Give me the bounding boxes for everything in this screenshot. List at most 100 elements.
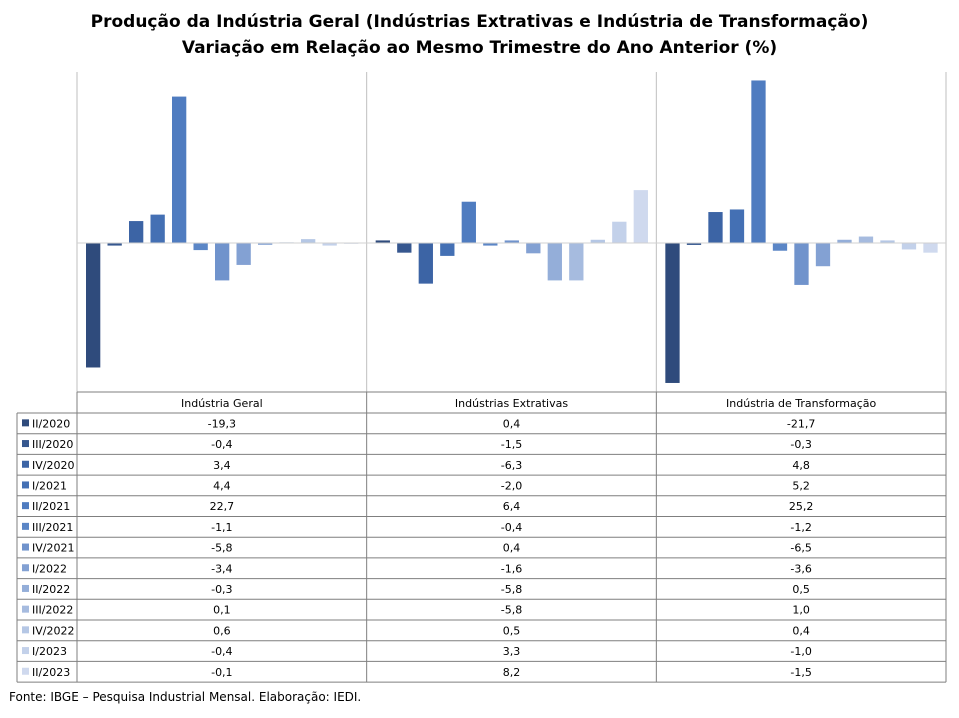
- bar: [150, 214, 165, 243]
- data-label: -2,0: [501, 479, 522, 492]
- bar: [483, 243, 498, 246]
- data-label: -1,6: [501, 562, 522, 575]
- data-label: -0,1: [211, 666, 232, 679]
- table-header-label: Indústrias Extrativas: [455, 397, 568, 410]
- bar: [772, 243, 788, 251]
- legend-key: [22, 647, 29, 655]
- bar: [729, 209, 745, 243]
- legend-key: [22, 564, 29, 572]
- bar: [794, 243, 809, 285]
- table-header-label: Indústria de Transformação: [726, 397, 877, 410]
- bar: [686, 243, 702, 245]
- data-label: 5,2: [792, 479, 810, 492]
- series-label: III/2020: [32, 438, 73, 451]
- data-label: 0,5: [503, 624, 521, 637]
- bar: [322, 243, 337, 246]
- data-label: 1,0: [792, 604, 810, 617]
- data-label: -0,3: [211, 583, 232, 596]
- data-label: -1,5: [501, 438, 522, 451]
- bar-chart: Indústria Geral Indústrias Extrativas Indú…: [16, 72, 947, 683]
- legend-key: [22, 667, 29, 675]
- bar: [375, 240, 390, 243]
- data-label: 25,2: [789, 500, 814, 513]
- legend-key: [22, 626, 29, 634]
- bar: [751, 80, 766, 244]
- data-label: 0,1: [213, 604, 231, 617]
- bar: [418, 243, 433, 284]
- bar: [107, 243, 122, 246]
- data-label: 4,4: [213, 479, 231, 492]
- data-label: 3,3: [503, 645, 521, 658]
- data-label: -6,5: [790, 542, 811, 555]
- bar: [815, 243, 831, 267]
- data-label: -1,1: [211, 521, 232, 534]
- data-label: -5,8: [501, 583, 522, 596]
- series-label: III/2022: [32, 604, 73, 617]
- bar: [633, 190, 648, 243]
- data-label: -0,3: [790, 438, 811, 451]
- series-label: II/2023: [32, 666, 70, 679]
- legend-key: [22, 419, 29, 427]
- bar: [526, 243, 541, 254]
- series-label: IV/2020: [32, 459, 74, 472]
- legend-key: [22, 481, 29, 489]
- data-label: 0,5: [792, 583, 810, 596]
- series-label: IV/2022: [32, 624, 74, 637]
- bar: [397, 243, 412, 253]
- bar: [837, 239, 852, 243]
- legend-key: [22, 522, 29, 530]
- series-label: II/2022: [32, 583, 70, 596]
- bar: [236, 243, 251, 265]
- series-label: I/2021: [32, 479, 67, 492]
- series-label: II/2020: [32, 417, 70, 430]
- bar: [612, 221, 627, 243]
- data-label: 0,4: [503, 542, 521, 555]
- data-label: -19,3: [208, 417, 236, 430]
- bar: [665, 243, 680, 383]
- bar: [504, 240, 519, 243]
- bar: [923, 243, 938, 253]
- series-label: III/2021: [32, 521, 73, 534]
- table-header-label: Indústria Geral: [181, 397, 263, 410]
- data-label: -6,3: [501, 459, 522, 472]
- series-label: I/2023: [32, 645, 67, 658]
- data-label: 0,4: [503, 417, 521, 430]
- bar: [440, 243, 455, 256]
- data-label: 6,4: [503, 500, 521, 513]
- bar: [901, 243, 917, 250]
- series-label: II/2021: [32, 500, 70, 513]
- series-label: IV/2021: [32, 542, 74, 555]
- data-label: -1,2: [790, 521, 811, 534]
- data-label: -5,8: [211, 542, 232, 555]
- bar: [708, 212, 723, 243]
- bar: [569, 243, 584, 281]
- legend-key: [22, 502, 29, 510]
- source-note: Fonte: IBGE – Pesquisa Industrial Mensal…: [9, 690, 362, 704]
- data-label: -3,6: [790, 562, 811, 575]
- bar: [880, 240, 895, 243]
- bar: [858, 236, 874, 243]
- data-label: 22,7: [210, 500, 235, 513]
- legend-key: [22, 460, 29, 468]
- data-label: -3,4: [211, 562, 232, 575]
- legend-key: [22, 440, 29, 448]
- bar: [193, 243, 208, 251]
- data-label: 0,4: [792, 624, 810, 637]
- bar: [590, 239, 605, 243]
- legend-key: [22, 543, 29, 551]
- bar: [461, 201, 476, 243]
- legend-key: [22, 605, 29, 613]
- data-label: -0,4: [501, 521, 522, 534]
- data-label: 0,6: [213, 624, 231, 637]
- bar: [172, 96, 187, 244]
- bar: [547, 243, 562, 281]
- series-label: I/2022: [32, 562, 67, 575]
- bar: [129, 221, 144, 243]
- legend-key: [22, 584, 29, 592]
- data-label: 3,4: [213, 459, 231, 472]
- chart-title: Produção da Indústria Geral (Indústrias …: [90, 12, 869, 32]
- data-label: -1,5: [790, 666, 811, 679]
- bar: [258, 243, 273, 245]
- data-label: -1,0: [790, 645, 811, 658]
- bar: [301, 239, 316, 243]
